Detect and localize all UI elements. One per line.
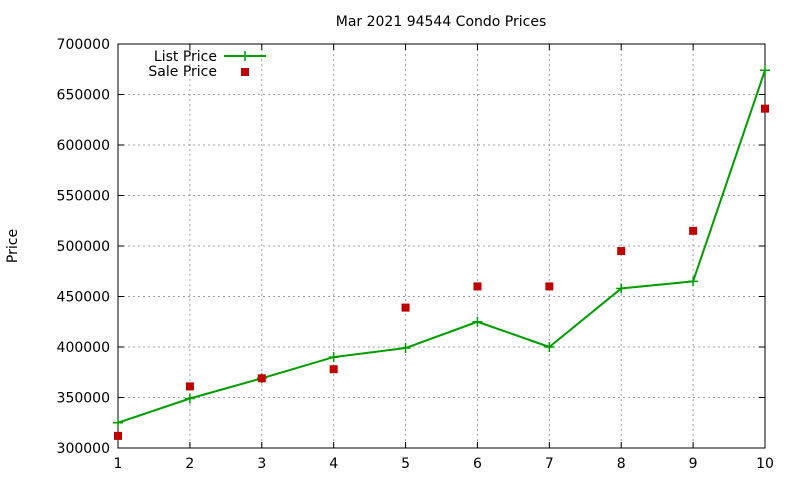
series-layer xyxy=(113,65,770,440)
y-tick-label: 650000 xyxy=(57,88,110,104)
x-tick-label: 5 xyxy=(401,456,410,472)
list-price-point xyxy=(113,417,123,428)
legend-square-marker xyxy=(241,68,249,76)
axis-ticks: 300000 350000 400000 450000 500000 550000 6000… xyxy=(57,37,774,472)
legend-plus-marker xyxy=(240,51,250,61)
x-tick-label: 10 xyxy=(756,456,774,472)
list-price-point xyxy=(472,316,483,327)
sale-price-point xyxy=(473,282,482,291)
legend-label: Sale Price xyxy=(148,64,217,80)
x-tick-label: 9 xyxy=(689,456,698,472)
sale-price-point xyxy=(185,382,194,391)
list-price-point xyxy=(544,342,555,352)
list-price-point xyxy=(760,65,770,76)
y-tick-label: 600000 xyxy=(57,138,110,154)
list-price-point xyxy=(328,352,339,363)
sale-price-point xyxy=(761,104,769,113)
grid-lines xyxy=(118,44,765,448)
list-price-line xyxy=(117,69,766,424)
y-tick-label: 700000 xyxy=(57,37,110,53)
sale-price-point xyxy=(257,374,266,383)
y-tick-label: 500000 xyxy=(57,239,110,255)
x-tick-label: 8 xyxy=(617,456,626,472)
list-price-point xyxy=(184,393,195,404)
sale-price-point xyxy=(401,303,410,312)
sale-price-point xyxy=(329,365,338,374)
y-tick-label: 450000 xyxy=(57,290,110,306)
x-tick-label: 2 xyxy=(185,456,194,472)
sale-price-point xyxy=(545,282,554,291)
y-tick-label: 350000 xyxy=(57,391,110,407)
x-tick-label: 1 xyxy=(114,456,123,472)
list-price-point xyxy=(616,283,627,294)
sale-price-point xyxy=(114,431,122,440)
list-price-point xyxy=(400,343,411,354)
x-tick-label: 7 xyxy=(545,456,554,472)
x-tick-label: 6 xyxy=(473,456,482,472)
legend-label: List Price xyxy=(154,49,217,65)
y-tick-label: 400000 xyxy=(57,340,110,356)
plot-frame xyxy=(117,43,766,449)
list-price-point xyxy=(688,276,699,287)
sale-price-point xyxy=(617,247,626,256)
y-tick-label: 300000 xyxy=(57,441,110,457)
y-tick-label: 550000 xyxy=(57,189,110,205)
sale-price-point xyxy=(689,226,698,235)
y-axis-label: Price xyxy=(5,229,21,263)
x-tick-label: 4 xyxy=(329,456,338,472)
x-tick-label: 3 xyxy=(257,456,266,472)
chart-title: Mar 2021 94544 Condo Prices xyxy=(336,14,547,30)
